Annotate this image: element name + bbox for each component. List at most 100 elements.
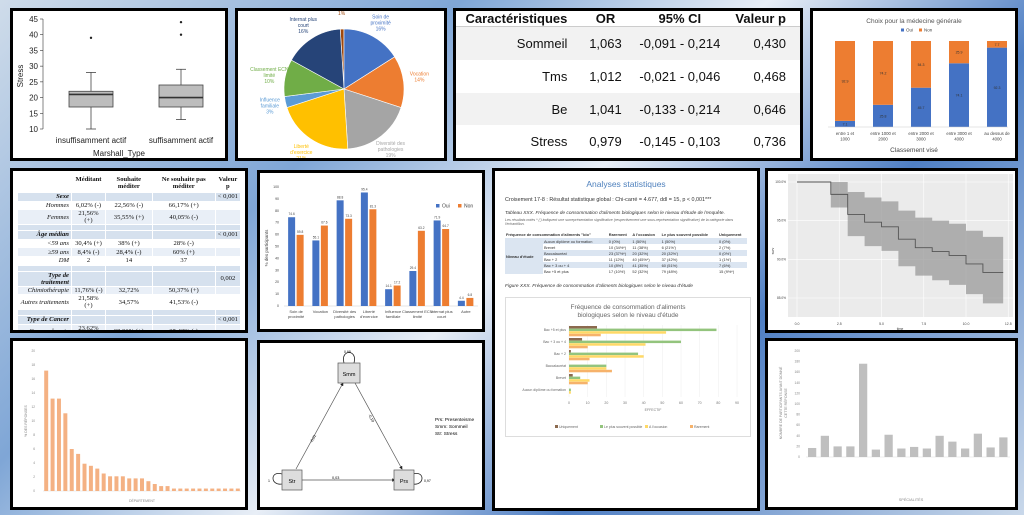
- bar: [569, 338, 583, 341]
- odds-ratio-table: Caractéristiques OR 95% CI Valeur p Somm…: [456, 11, 800, 158]
- x-tick-label: 40: [642, 401, 646, 405]
- bar: [973, 433, 982, 457]
- doc-title: Analyses statistiques: [586, 179, 666, 189]
- table-cell: 35,55% (+): [105, 209, 153, 226]
- y-tick-label: 200: [794, 349, 800, 353]
- bar-segment: [911, 87, 931, 127]
- table-cell: 0,979: [589, 134, 622, 150]
- bar: [569, 374, 573, 377]
- variance-smm: 0,98: [344, 350, 351, 354]
- table-cell: -0,145 - 0,103: [639, 134, 721, 150]
- table-cell: 7 (6%): [717, 262, 747, 268]
- bar: [120, 476, 125, 491]
- grouped-bar-panel: 0 10 20 30 40 50 60 70 80 90 100 % des participants…: [257, 170, 485, 332]
- table-cell: Bac + 3 ou + 4: [542, 262, 608, 268]
- pie-label-line: 1%: [338, 11, 346, 17]
- y-tick-label: 20: [31, 349, 35, 353]
- bar: [935, 435, 944, 457]
- table-cell: 0,736: [753, 134, 786, 150]
- col-header: Ne souhaite pas méditer: [161, 176, 206, 190]
- pie-label-line: familiale: [261, 104, 280, 110]
- y-tick-label: 95.0%: [777, 219, 786, 223]
- or-table-panel: Caractéristiques OR 95% CI Valeur p Somm…: [453, 8, 803, 161]
- table-cell: Hommes: [17, 200, 72, 211]
- table-cell: Femmes: [17, 209, 72, 226]
- table-cell: [214, 323, 242, 330]
- y-tick-label: 100.0%: [775, 180, 786, 184]
- table-cell: [214, 247, 242, 257]
- legend-str: Str: Stress: [435, 431, 458, 437]
- table-cell: Baccalauréat: [542, 250, 608, 256]
- x-tick-label: Classement ECN: [402, 309, 433, 314]
- edge-smm-prs: [354, 382, 403, 470]
- bar: [897, 448, 906, 457]
- bar: [569, 367, 607, 370]
- outlier-point: [89, 36, 93, 40]
- y-tick-label: 70: [275, 221, 279, 225]
- pie-label-line: proximité: [370, 20, 391, 26]
- path-diagram-panel: Smm Str Prs -0,01 -0,19 0,03 0,98 1 0,97…: [257, 340, 485, 510]
- specialty-bar-chart: 0 20 40 60 80 100 120 140 160 180 200 NOMBRE DE PAR…: [778, 349, 1010, 502]
- bar: [569, 376, 581, 380]
- pie-label-line: court: [298, 23, 310, 29]
- bar: [69, 449, 74, 491]
- x-tick-label: 7.5: [921, 322, 926, 326]
- table-row: DM 2 14 37: [17, 255, 242, 266]
- bar: [296, 234, 304, 306]
- y-tick-label: 25: [29, 78, 38, 87]
- table-cell: 60% (+): [151, 247, 216, 257]
- table-cell: [214, 255, 242, 266]
- figure-caption: Figure XXX. Fréquence de consommation d'…: [505, 284, 693, 289]
- table-cell: 2: [70, 255, 107, 266]
- boxplot-panel: 10 15 20 25 30 35 40 45 Stress insuffisamment act…: [10, 8, 228, 161]
- table-cell: [151, 270, 216, 287]
- edge-str-prs-label: 0,03: [332, 476, 339, 480]
- x-tick-label: entre 3000 et: [946, 131, 972, 136]
- x-tick-label: Autre: [461, 309, 471, 314]
- bar: [360, 192, 368, 306]
- meditation-table: Méditant Souhaite méditer Ne souhaite pas …: [17, 174, 242, 330]
- table-cell: [70, 315, 107, 325]
- legend-swatch: [919, 28, 922, 32]
- col-header: OR: [581, 11, 630, 27]
- col-header: Rarement: [608, 232, 627, 237]
- stacked-bar-panel: Choix pour la médecine générale Oui Non 7.1…: [810, 8, 1018, 161]
- y-tick-label: 15: [29, 109, 38, 118]
- y-tick-label: 85.0%: [777, 296, 786, 300]
- table-cell: 1,012: [589, 68, 622, 84]
- pie-label-line: Internat plus: [290, 17, 318, 23]
- data-label: 54.3: [918, 63, 925, 67]
- bar: [184, 488, 189, 491]
- table-cell: 38% (+): [105, 238, 153, 249]
- bar: [393, 285, 401, 306]
- bar: [808, 447, 817, 457]
- table-cell: 1,063: [581, 26, 630, 61]
- legend-swatch: [645, 425, 648, 428]
- table-cell: 60 (51%): [660, 262, 718, 268]
- y-tick-label: 20: [796, 444, 800, 448]
- bar: [820, 435, 829, 457]
- node-prs-label: Prs: [400, 479, 409, 485]
- y-tick-label: 90: [275, 197, 279, 201]
- pie-label-line: Diversité des: [376, 141, 405, 147]
- pie-label: Diversité des pathologies 19%: [376, 141, 405, 158]
- legend-label: Le plus souvent possible: [604, 425, 642, 429]
- table-cell: <59 ans: [17, 238, 72, 249]
- y-tick-label: 30: [29, 62, 38, 71]
- table-row: Âge médian < 0,001: [17, 230, 242, 240]
- path-diagram: Smm Str Prs -0,01 -0,19 0,03 0,98 1 0,97…: [268, 350, 475, 491]
- y-axis-label: % des participants: [264, 229, 269, 267]
- x-tick-label: 2.5: [837, 322, 842, 326]
- data-label: 59.8: [297, 230, 303, 234]
- data-label: 6.8: [468, 293, 473, 297]
- bar: [961, 448, 970, 457]
- table-cell: 2 (7%): [718, 244, 731, 250]
- x-tick-label: suffisamment actif: [149, 136, 214, 145]
- table-cell: [214, 209, 242, 226]
- y-tick-label: Bac +5 et plus: [544, 328, 567, 332]
- data-label: 25.9: [956, 51, 963, 55]
- table-cell: 37: [151, 255, 216, 266]
- y-tick-label: 10: [31, 419, 35, 423]
- y-axis-label: CETTE RÉPONSE: [783, 388, 788, 418]
